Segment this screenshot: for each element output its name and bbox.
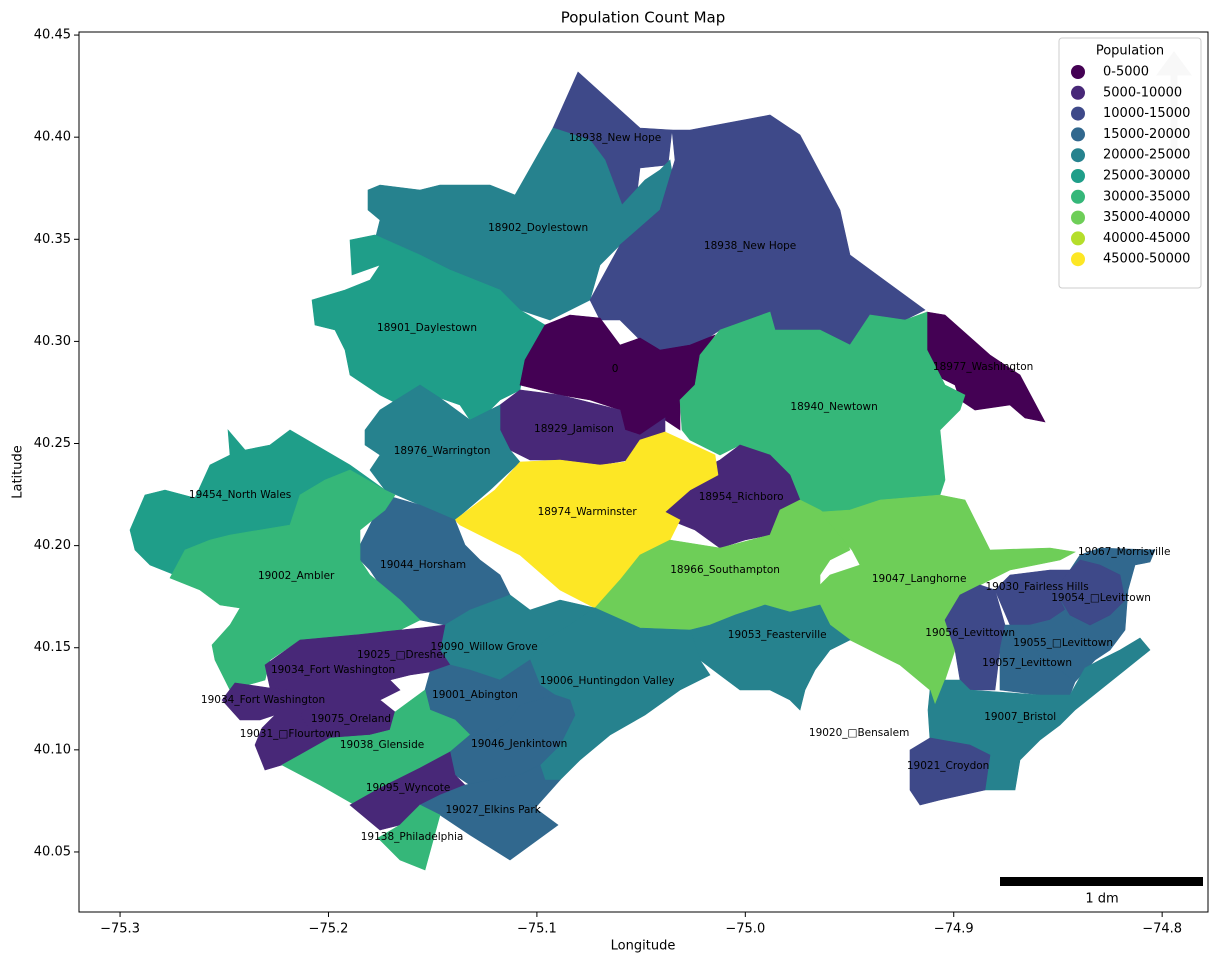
region [529,607,711,781]
region-labels: 18938_New Hope 18902_Doylestown 18938_New … [189,132,1170,843]
legend-marker [1071,210,1085,225]
scale-bar-label: 1 dm [1085,892,1118,907]
axes-frame [78,31,1209,913]
region [169,469,421,691]
region-label: 18940_Newtown [790,401,877,413]
region-label: 18976_Warrington [394,445,491,457]
y-tick-label: 40.40 [34,130,71,145]
region-label: 19075_Oreland [311,713,391,725]
region-label: 19034_Fort Washington [271,664,395,676]
region [377,804,441,871]
region-label: 19038_Glenside [340,739,424,751]
region-label: 18902_Doylestown [488,222,588,234]
region-label: 18938_New Hope [569,132,661,144]
y-axis-label: Latitude [11,445,26,499]
region [689,604,851,711]
x-tick-label: −75.2 [309,922,349,937]
legend-label: 35000-40000 [1103,210,1190,225]
y-tick-label: 40.30 [34,334,71,349]
region-label: 18954_Richboro [699,491,784,503]
region-label: 18974_Warminster [538,506,638,518]
legend-marker [1071,148,1085,163]
region-label: 18977_Washington [933,361,1033,373]
legend-label: 40000-45000 [1103,231,1190,246]
x-tick-label: −75.1 [517,922,557,937]
region-label: 19054_□Levittown [1051,592,1151,604]
legend-title: Population [1096,44,1164,59]
legend-marker [1071,127,1085,142]
region-label: 19095_Wyncote [366,782,451,794]
region [1054,559,1126,626]
regions [129,71,1156,871]
region [349,751,466,831]
region-label: 19044_Horsham [380,559,466,571]
x-tick-label: −74.9 [934,922,974,937]
legend-label: 15000-20000 [1103,127,1190,142]
region-label: 19006_Huntingdon Valley [540,675,675,687]
legend-marker [1071,231,1085,246]
region [519,314,716,436]
region [909,737,991,806]
region-label: 19002_Ambler [258,570,335,582]
region-label: 18929_Jamison [534,423,614,435]
region-label: 19021_Croydon [907,760,989,772]
legend-box [1058,37,1202,289]
y-tick-label: 40.15 [34,640,71,655]
x-axis-label: Longitude [611,939,676,954]
legend-label: 45000-50000 [1103,252,1190,267]
region-label: 19030_Fairless Hills [986,581,1089,593]
region-label: 19025_□Dresher [357,649,448,661]
region-label: 19454_North Wales [189,489,291,501]
legend-label: 20000-25000 [1103,148,1190,163]
region-label: 19001_Abington [432,689,518,701]
legend-label: 25000-30000 [1103,169,1190,184]
region [999,624,1076,696]
region-label: 19027_Elkins Park [445,804,541,816]
region-label: 19067_Morrisville [1078,546,1170,558]
legend-marker [1071,85,1085,100]
y-tick-label: 40.20 [34,538,71,553]
legend-label: 10000-15000 [1103,106,1190,121]
region-label: 19031_□Flourtown [240,728,341,740]
region [254,714,331,771]
y-tick-label: 40.35 [34,232,71,247]
x-tick-label: −75.0 [725,922,765,937]
scale-bar [1000,877,1203,886]
region-label: 19057_Levittown [982,657,1072,669]
region [419,764,561,861]
region-label: 18966_Southampton [670,564,780,576]
legend-label: 0-5000 [1103,65,1149,80]
region-label: 0 [612,363,619,375]
region-label: 18901_Daylestown [377,322,477,334]
legend-label: 5000-10000 [1103,85,1182,100]
region-label: 19047_Langhorne [872,573,967,585]
x-tick-label: −74.8 [1142,922,1182,937]
y-tick-label: 40.45 [34,28,71,43]
y-tick-label: 40.10 [34,742,71,757]
region-label: 19053_Feasterville [728,629,827,641]
region-label: 19046_Jenkintown [471,738,567,750]
y-tick-label: 40.25 [34,436,71,451]
region-label: 19020_□Bensalem [809,727,909,739]
region-label: 19056_Levittown [925,627,1015,639]
legend-marker [1071,106,1085,121]
region-label: 18938_New Hope [704,240,796,252]
legend-label: 30000-35000 [1103,189,1190,204]
region-label: 19138_Philadelphia [361,831,464,843]
chart-title: Population Count Map [561,9,726,27]
legend-marker [1071,65,1085,79]
region-label: 19055_□Levittown [1013,637,1113,649]
region-label: 19090_Willow Grove [431,641,538,653]
y-tick-label: 40.05 [34,844,71,859]
legend: Population 0-5000 5000-10000 10000-15000 15… [1058,37,1202,289]
x-tick-label: −75.3 [100,922,140,937]
region-label: 19007_Bristol [984,711,1056,723]
legend-marker [1071,252,1085,267]
legend-marker [1071,189,1085,204]
region [454,431,719,609]
region-label: 19034_Fort Washington [201,694,325,706]
legend-marker [1071,169,1085,183]
